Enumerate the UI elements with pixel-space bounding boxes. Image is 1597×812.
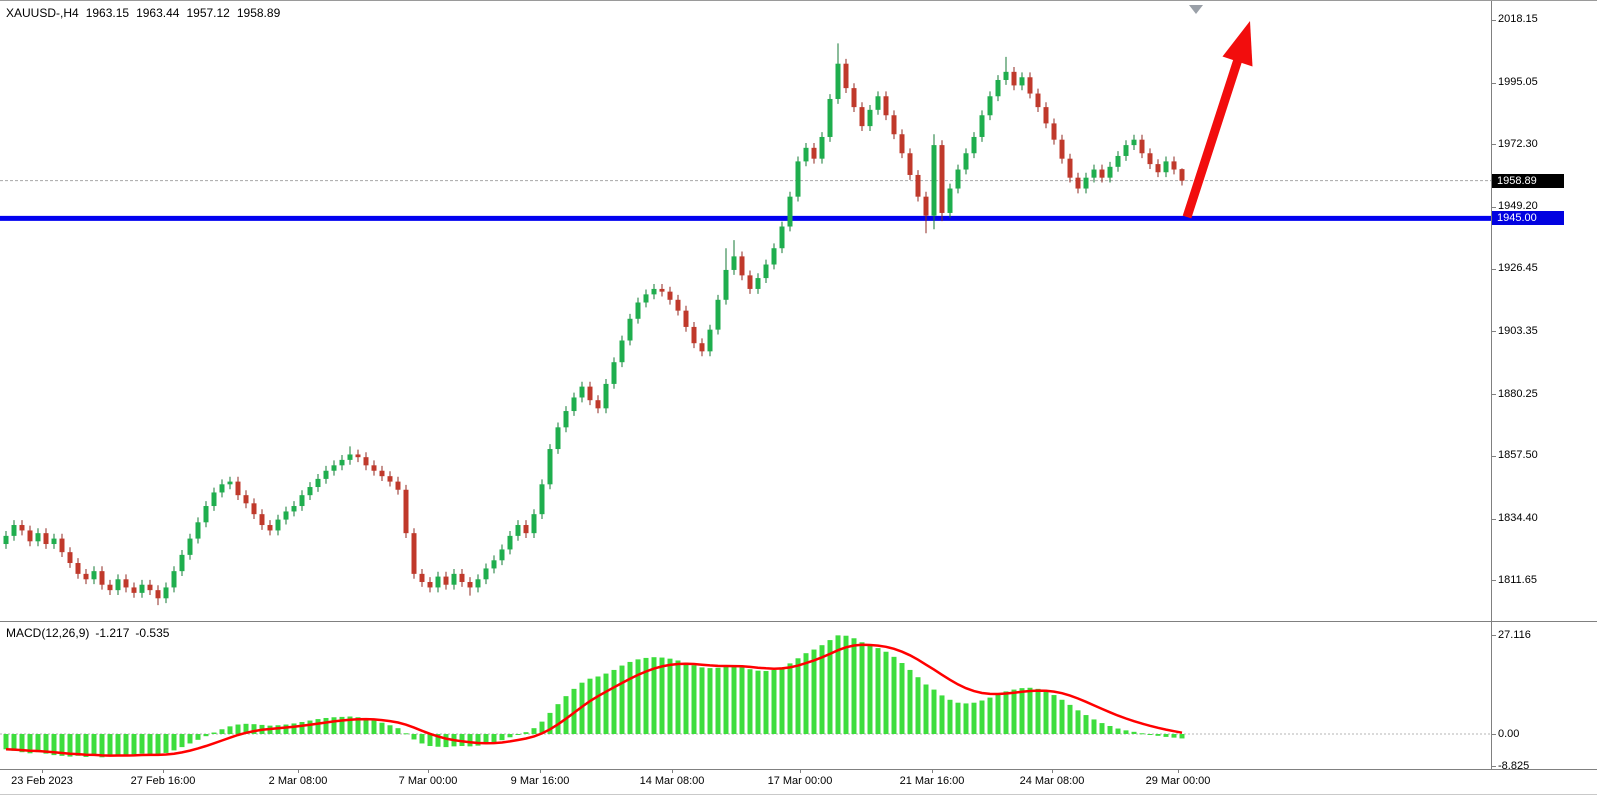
time-tick-mark <box>42 770 43 773</box>
time-tick-mark <box>163 770 164 773</box>
macd-histogram <box>3 635 1185 758</box>
macd-signal-line <box>5 643 1183 757</box>
time-tick-label: 17 Mar 00:00 <box>767 775 833 787</box>
axis-tick-mark <box>1492 144 1496 146</box>
axis-tick-mark <box>1492 268 1496 270</box>
time-tick-mark <box>428 770 429 773</box>
time-tick-label: 14 Mar 08:00 <box>639 775 705 787</box>
price-tick-label: 1903.35 <box>1498 324 1538 337</box>
axis-tick-mark <box>1492 518 1496 520</box>
macd-signal-value: -0.535 <box>135 626 170 640</box>
axis-tick-mark <box>1492 394 1496 396</box>
time-tick-label: 9 Mar 16:00 <box>510 775 570 787</box>
axis-tick-mark <box>1492 19 1496 21</box>
macd-main-value: -1.217 <box>95 626 130 640</box>
axis-tick-mark <box>1492 82 1496 84</box>
close-value: 1958.89 <box>236 6 281 20</box>
macd-tick-label: 0.00 <box>1498 727 1520 740</box>
macd-indicator-label: MACD(12,26,9) <box>6 626 90 640</box>
high-value: 1963.44 <box>136 6 180 20</box>
trend-arrow[interactable] <box>1182 21 1253 219</box>
time-tick-label: 21 Mar 16:00 <box>899 775 965 787</box>
axis-tick-mark <box>1492 206 1496 208</box>
current-price-badge: 1958.89 <box>1492 173 1564 188</box>
support-level-badge: 1945.00 <box>1492 211 1564 226</box>
price-tick-label: 1811.65 <box>1498 573 1537 586</box>
low-value: 1957.12 <box>186 6 230 20</box>
time-tick-mark <box>1052 770 1053 773</box>
time-axis-separator <box>0 769 1597 770</box>
price-tick-label: 1857.50 <box>1498 449 1538 462</box>
time-tick-mark <box>800 770 801 773</box>
macd-indicator-header: MACD(12,26,9) -1.217 -0.535 <box>6 626 175 640</box>
axis-tick-mark <box>1492 331 1496 333</box>
time-tick-mark <box>932 770 933 773</box>
axis-tick-mark <box>1492 580 1496 582</box>
price-tick-label: 1880.25 <box>1498 387 1538 400</box>
axis-tick-mark <box>1492 766 1496 768</box>
time-tick-label: 7 Mar 00:00 <box>398 775 458 787</box>
price-axis[interactable]: 2018.15 1995.05 1972.30 1949.20 1926.45 1903.… <box>1492 1 1597 772</box>
axis-tick-mark <box>1492 734 1496 735</box>
price-tick-label: 1834.40 <box>1498 512 1538 524</box>
price-tick-label: 1949.20 <box>1498 200 1538 213</box>
window-bottom-border <box>0 794 1597 795</box>
macd-panel-canvas[interactable] <box>0 622 1492 769</box>
panel-separator <box>0 621 1597 622</box>
time-tick-label: 2 Mar 08:00 <box>268 775 328 787</box>
macd-tick-label: -8.825 <box>1498 759 1530 772</box>
chart-shift-marker[interactable] <box>1189 5 1203 14</box>
time-tick-label: 24 Mar 08:00 <box>1019 775 1085 787</box>
price-tick-label: 1972.30 <box>1498 137 1538 150</box>
price-axis-separator <box>1491 1 1492 769</box>
price-tick-label: 1995.05 <box>1498 76 1538 89</box>
price-tick-label: 1926.45 <box>1498 262 1538 275</box>
axis-tick-mark <box>1492 455 1496 457</box>
open-value: 1963.15 <box>85 6 130 20</box>
time-axis[interactable]: 23 Feb 2023 27 Feb 16:00 2 Mar 08:00 7 Mar … <box>0 770 1492 794</box>
candle-wicks <box>5 43 1183 606</box>
macd-tick-label: 27.116 <box>1498 628 1531 641</box>
time-tick-mark <box>540 770 541 773</box>
time-tick-mark <box>1178 770 1179 773</box>
ohlc-header: XAUUSD-,H4 1963.15 1963.44 1957.12 1958.89 <box>6 6 287 20</box>
time-tick-mark <box>672 770 673 773</box>
time-tick-label: 29 Mar 00:00 <box>1145 775 1211 787</box>
symbol-period-label: XAUUSD-,H4 <box>6 6 79 20</box>
time-tick-label: 27 Feb 16:00 <box>130 775 196 787</box>
time-tick-label: 23 Feb 2023 <box>11 775 73 787</box>
price-chart-canvas[interactable] <box>0 1 1597 621</box>
time-tick-mark <box>298 770 299 773</box>
price-tick-label: 2018.15 <box>1498 13 1538 26</box>
axis-tick-mark <box>1492 635 1496 637</box>
candles-group <box>3 63 1185 599</box>
